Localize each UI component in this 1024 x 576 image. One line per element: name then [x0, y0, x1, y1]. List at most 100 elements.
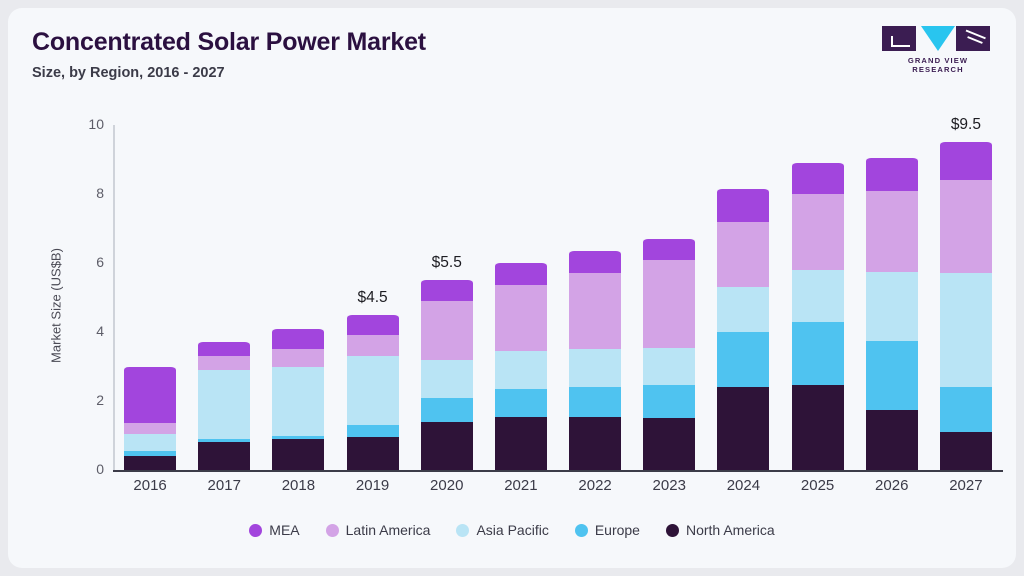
stacked-bar[interactable] [272, 326, 325, 470]
bar-segment-asia-pacific[interactable] [494, 349, 547, 389]
legend-swatch-icon [325, 523, 339, 537]
bar-segment-north-america[interactable] [494, 416, 547, 470]
bar-segment-latin-america[interactable] [494, 283, 547, 351]
bar-segment-north-america[interactable] [346, 437, 399, 470]
bar-segment-north-america[interactable] [272, 438, 325, 470]
y-axis-ticks: 0 2 4 6 8 10 [64, 8, 104, 568]
bar-segment-latin-america[interactable] [643, 257, 696, 348]
legend-item-asia-pacific[interactable]: Asia Pacific [456, 522, 549, 538]
bar-segment-latin-america[interactable] [346, 333, 399, 357]
bar-group[interactable]: 2026 [855, 125, 929, 494]
logo-r-block [956, 26, 990, 51]
stacked-bar[interactable] [494, 261, 547, 470]
bar-segment-latin-america[interactable] [569, 271, 622, 350]
bar-group[interactable]: 2018 [261, 125, 335, 494]
bar-segment-asia-pacific[interactable] [569, 347, 622, 388]
bar-group[interactable]: 2017 [187, 125, 261, 494]
grand-view-research-logo: GRAND VIEW RESEARCH [882, 26, 994, 74]
bar-segment-latin-america[interactable] [865, 188, 918, 272]
logo-text: GRAND VIEW RESEARCH [907, 56, 969, 74]
legend-item-mea[interactable]: MEA [249, 522, 300, 538]
bar-segment-europe[interactable] [643, 383, 696, 419]
bar-segment-north-america[interactable] [643, 418, 696, 470]
x-axis-tick-label: 2016 [133, 477, 167, 494]
bar-segment-latin-america[interactable] [272, 347, 325, 367]
bar-segment-latin-america[interactable] [124, 421, 177, 434]
bar-segment-europe[interactable] [717, 330, 770, 388]
legend-swatch-icon [574, 523, 588, 537]
stacked-bar[interactable] [124, 364, 177, 470]
bar-segment-asia-pacific[interactable] [124, 431, 177, 452]
bar-segment-mea[interactable] [643, 236, 696, 260]
bar-segment-latin-america[interactable] [717, 219, 770, 288]
bar-segment-north-america[interactable] [865, 409, 918, 470]
chart-subtitle: Size, by Region, 2016 - 2027 [32, 65, 225, 81]
bar-segment-north-america[interactable] [420, 421, 473, 470]
legend-label: North America [685, 522, 775, 538]
bar-segment-asia-pacific[interactable] [717, 285, 770, 332]
bar-segment-europe[interactable] [569, 385, 622, 417]
bar-segment-europe[interactable] [865, 338, 918, 410]
bar-segment-mea[interactable] [717, 186, 770, 222]
legend-item-latin-america[interactable]: Latin America [325, 522, 430, 538]
bar-segment-north-america[interactable] [569, 416, 622, 470]
x-axis-tick-label: 2024 [726, 477, 761, 494]
bar-segment-mea[interactable] [420, 278, 473, 301]
bar-segment-mea[interactable] [865, 155, 918, 191]
bar-segment-mea[interactable] [272, 326, 325, 350]
bar-segment-mea[interactable] [198, 340, 251, 357]
bar-segment-asia-pacific[interactable] [420, 357, 473, 398]
bar-segment-mea[interactable] [569, 248, 622, 274]
chart-card: Concentrated Solar Power Market Size, by… [8, 8, 1016, 568]
stacked-bar[interactable] [791, 160, 844, 470]
stacked-bar[interactable] [865, 155, 918, 470]
bar-group[interactable]: 2027 $9.5 [929, 116, 1003, 494]
bar-segment-latin-america[interactable] [791, 192, 844, 270]
bar-segment-mea[interactable] [939, 140, 992, 181]
bar-segment-europe[interactable] [939, 385, 992, 433]
stacked-bar[interactable] [643, 236, 696, 470]
bar-segment-europe[interactable] [494, 386, 547, 417]
x-axis-tick-label: 2027 [949, 477, 983, 494]
stacked-bar[interactable] [198, 340, 251, 470]
bar-group[interactable]: 2019 $4.5 [336, 125, 410, 494]
bar-segment-mea[interactable] [494, 261, 547, 286]
stacked-bar[interactable] [420, 278, 473, 470]
bar-segment-asia-pacific[interactable] [939, 271, 992, 388]
bar-segment-latin-america[interactable] [198, 354, 251, 370]
bar-segment-north-america[interactable] [717, 387, 770, 470]
bar-segment-mea[interactable] [791, 160, 844, 194]
bar-group[interactable]: 2021 [484, 125, 558, 494]
bar-group[interactable]: 2025 [781, 125, 855, 494]
legend-item-europe[interactable]: Europe [574, 522, 640, 538]
bar-segment-europe[interactable] [420, 395, 473, 422]
bar-segment-north-america[interactable] [791, 385, 844, 470]
bar-segment-asia-pacific[interactable] [791, 267, 844, 322]
bar-group[interactable]: 2023 [632, 125, 706, 494]
bar-group[interactable]: 2022 [558, 125, 632, 494]
stacked-bar[interactable] [569, 248, 622, 470]
y-axis-line [113, 125, 115, 470]
bar-segment-asia-pacific[interactable] [272, 364, 325, 436]
bar-segment-north-america[interactable] [939, 432, 992, 470]
stacked-bar[interactable] [717, 186, 770, 470]
legend-item-north-america[interactable]: North America [665, 522, 775, 538]
bar-segment-asia-pacific[interactable] [198, 367, 251, 439]
bar-segment-north-america[interactable] [124, 456, 177, 470]
bar-segment-europe[interactable] [791, 319, 844, 386]
bar-segment-mea[interactable] [346, 312, 399, 336]
bar-group[interactable]: 2020 $5.5 [410, 125, 484, 494]
stacked-bar[interactable] [939, 140, 992, 470]
stacked-bar[interactable] [346, 312, 399, 470]
bar-segment-europe[interactable] [346, 423, 399, 438]
bar-segment-north-america[interactable] [198, 442, 251, 470]
bar-group[interactable]: 2016 [113, 125, 187, 494]
bar-segment-asia-pacific[interactable] [346, 354, 399, 426]
bar-segment-asia-pacific[interactable] [643, 345, 696, 386]
logo-g-block [882, 26, 916, 51]
bar-segment-latin-america[interactable] [420, 298, 473, 360]
bar-segment-latin-america[interactable] [939, 178, 992, 274]
bar-segment-asia-pacific[interactable] [865, 269, 918, 341]
bar-segment-mea[interactable] [124, 364, 177, 424]
bar-group[interactable]: 2024 [706, 125, 780, 494]
